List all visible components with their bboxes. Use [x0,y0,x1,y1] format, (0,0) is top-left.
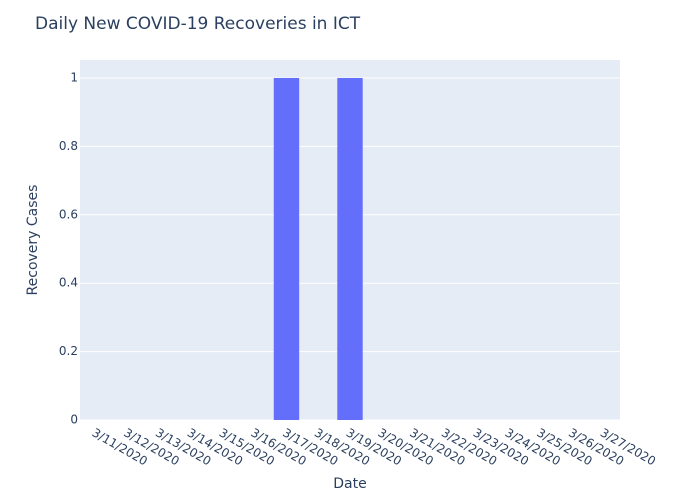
bar [337,77,363,420]
bar [273,77,300,420]
y-tick-label: 0.4 [59,276,78,290]
y-axis-title: Recovery Cases [25,185,41,296]
chart-title: Daily New COVID-19 Recoveries in ICT [35,14,361,34]
y-tick-label: 0.8 [59,139,78,153]
y-tick-label: 0.2 [59,344,78,358]
y-tick-label: 0.6 [59,207,78,221]
x-axis-title: Date [333,476,366,492]
y-tick-label: 0 [70,413,78,427]
y-tick-label: 1 [70,70,78,84]
